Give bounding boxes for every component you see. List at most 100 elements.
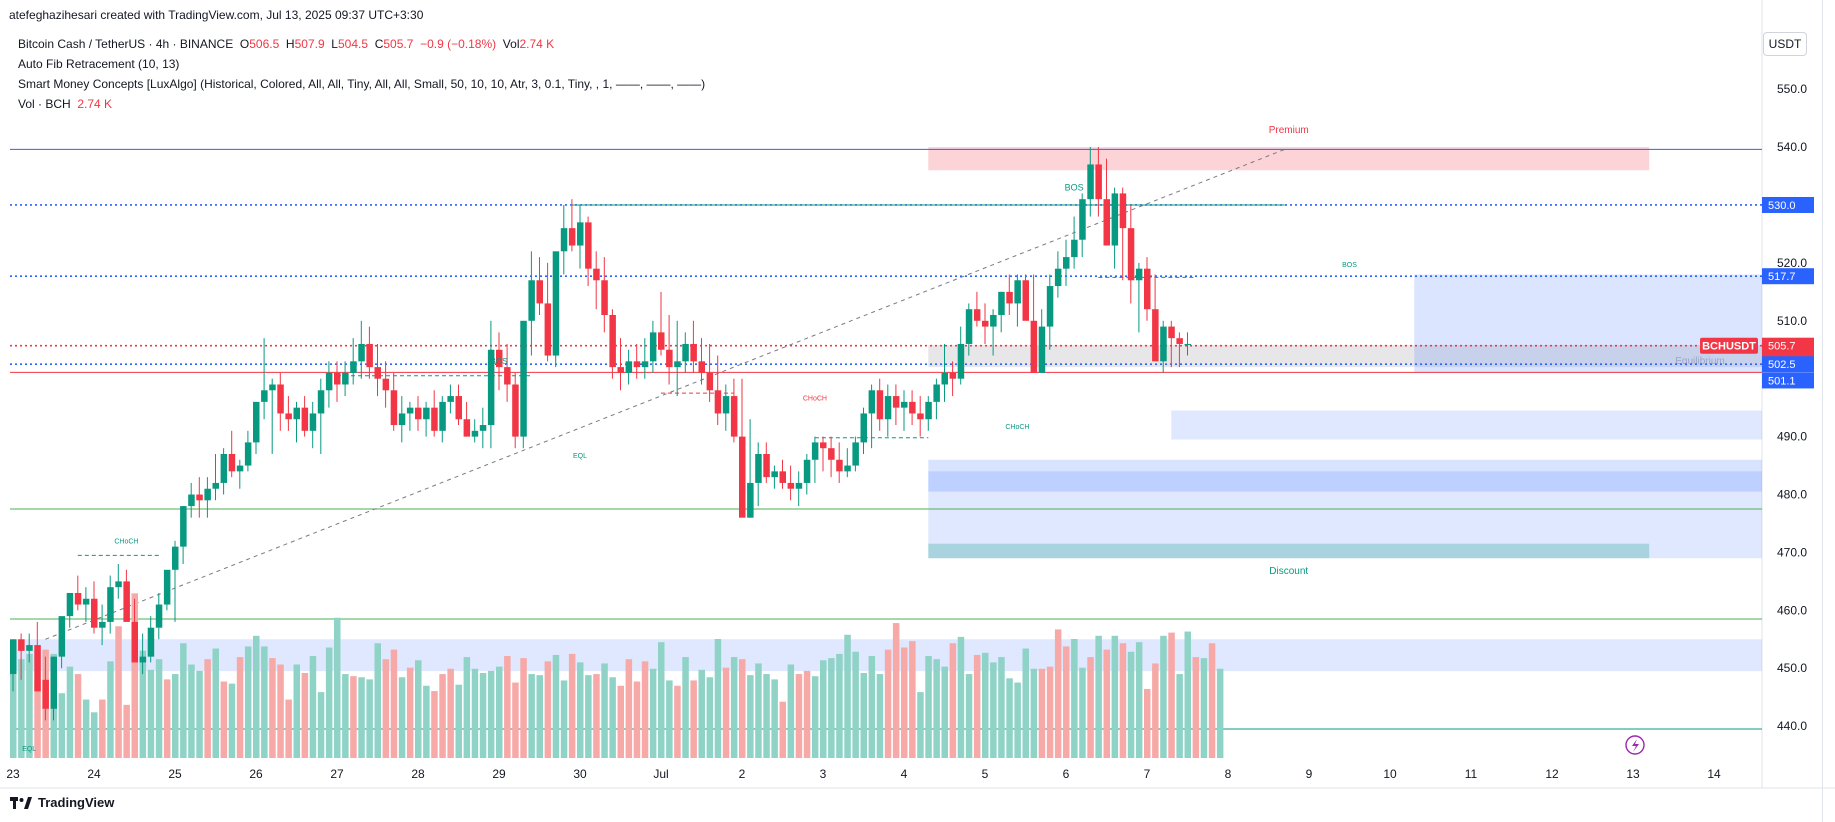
- candle-body: [641, 361, 649, 368]
- candle-body: [633, 361, 641, 368]
- symbol-price-tag-text: BCHUSDT: [1702, 341, 1756, 353]
- indicator-volume[interactable]: Vol · BCH 2.74 K: [18, 94, 705, 114]
- candle-body: [560, 228, 568, 252]
- zone-equilibrium: [928, 345, 1762, 368]
- candle-body: [172, 546, 179, 570]
- volume-bar: [309, 656, 317, 758]
- candle: [1014, 274, 1021, 327]
- low-label: L: [331, 37, 338, 51]
- candle: [811, 436, 819, 483]
- volume-bar: [415, 660, 422, 758]
- volume-bar: [1168, 632, 1175, 758]
- volume-bar: [366, 679, 373, 758]
- currency-button[interactable]: USDT: [1763, 32, 1807, 56]
- price-tag: [1762, 268, 1814, 285]
- creator-line: atefeghazihesari created with TradingVie…: [9, 8, 424, 22]
- indicator-fib[interactable]: Auto Fib Retracement (10, 13): [18, 57, 180, 71]
- volume-bar: [58, 693, 66, 758]
- candle-body: [220, 453, 228, 483]
- candle: [933, 378, 940, 420]
- volume-bar: [739, 659, 746, 758]
- volume-bar: [115, 626, 122, 758]
- volume-bar: [131, 593, 138, 758]
- y-tick-label: 550.0: [1777, 82, 1807, 96]
- x-tick-label: 7: [1144, 767, 1151, 781]
- volume-bar: [714, 639, 722, 758]
- volume-bar: [536, 675, 543, 758]
- candle-body: [1079, 199, 1086, 240]
- symbol-name[interactable]: Bitcoin Cash / TetherUS · 4h · BINANCE: [18, 37, 234, 51]
- volume-bar: [1014, 682, 1021, 758]
- candle: [714, 355, 722, 426]
- volume-bar: [982, 652, 989, 758]
- ohlc-row[interactable]: Bitcoin Cash / TetherUS · 4h · BINANCE O…: [18, 34, 705, 54]
- candle: [649, 320, 657, 373]
- volume-indicator-value: 2.74 K: [77, 97, 113, 111]
- candle-body: [803, 459, 811, 483]
- candle: [998, 291, 1005, 333]
- candle-body: [601, 280, 608, 316]
- zone-block-3: [1414, 274, 1762, 373]
- volume-bar: [1038, 668, 1046, 758]
- open-value: 506.5: [249, 37, 280, 51]
- volume-bar: [172, 674, 179, 758]
- candle-body: [852, 442, 859, 466]
- candle: [609, 309, 616, 379]
- indicator-smc[interactable]: Smart Money Concepts [LuxAlgo] (Historic…: [18, 77, 706, 91]
- volume-bar: [552, 654, 560, 758]
- candle-body: [941, 372, 948, 385]
- zone-label-premium: Premium: [1269, 125, 1309, 136]
- high-value: 507.9: [294, 37, 325, 51]
- candle: [1184, 332, 1191, 356]
- candle: [147, 616, 155, 663]
- candle-body: [795, 482, 803, 489]
- candle: [552, 251, 560, 368]
- volume-bar: [455, 684, 462, 758]
- candle: [496, 332, 503, 391]
- y-tick-label: 490.0: [1777, 430, 1807, 444]
- volume-bar: [779, 701, 786, 758]
- candle-body: [1152, 309, 1159, 362]
- candle: [10, 639, 17, 692]
- volume-bar: [325, 647, 333, 758]
- candle: [358, 320, 365, 379]
- candle-body: [690, 343, 697, 362]
- volume-bar: [1046, 666, 1054, 758]
- volume-bar: [811, 676, 819, 758]
- candle: [674, 320, 681, 397]
- volume-bar: [577, 662, 584, 758]
- candle: [690, 320, 697, 373]
- volume-bar: [1119, 643, 1127, 758]
- candle: [1095, 147, 1102, 217]
- candle-body: [1135, 268, 1143, 281]
- volume-bar: [107, 661, 114, 758]
- candle-body: [91, 598, 98, 628]
- tradingview-footer[interactable]: TradingView: [10, 795, 114, 810]
- candle: [50, 656, 57, 721]
- candle-body: [374, 367, 381, 379]
- x-tick-label: 26: [249, 767, 263, 781]
- structure-label-eql: EQL: [573, 453, 587, 460]
- candle-body: [577, 222, 584, 246]
- volume-bar: [852, 651, 859, 758]
- candle-body: [568, 228, 576, 246]
- volume-bar: [204, 659, 211, 758]
- volume-bar: [334, 617, 341, 758]
- candle: [593, 251, 600, 310]
- candle: [58, 616, 66, 669]
- volume-bar: [690, 680, 697, 758]
- candle-body: [714, 390, 722, 414]
- candle: [431, 390, 438, 437]
- volume-bar: [730, 657, 738, 758]
- candle: [771, 465, 778, 489]
- candle-body: [755, 453, 762, 483]
- candle: [1030, 274, 1038, 373]
- candle: [520, 320, 527, 449]
- x-tick-label: 23: [6, 767, 20, 781]
- candle-body: [892, 396, 900, 408]
- candle: [1046, 274, 1054, 350]
- price-tag-text: 530.0: [1768, 200, 1796, 212]
- candle: [560, 204, 568, 275]
- candle: [374, 343, 381, 397]
